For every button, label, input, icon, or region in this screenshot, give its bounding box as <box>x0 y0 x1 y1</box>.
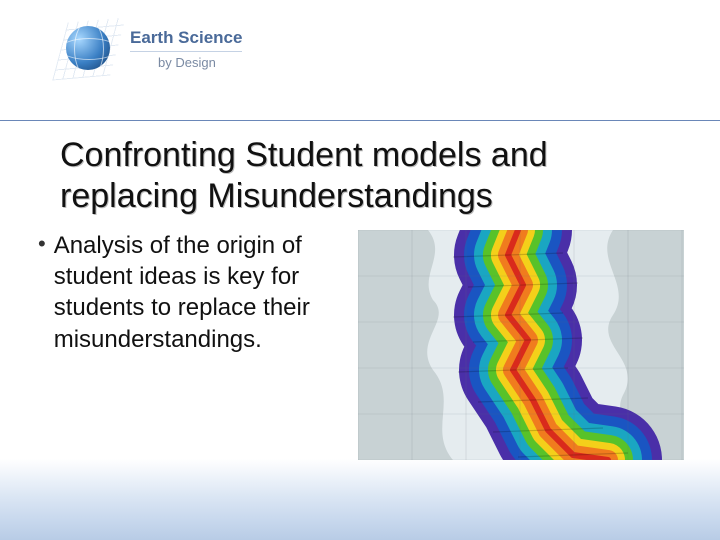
globe-icon <box>60 20 118 78</box>
bullet-icon: • <box>38 230 46 259</box>
body: • Analysis of the origin of student idea… <box>38 230 338 355</box>
logo-title: Earth Science <box>130 28 242 48</box>
ridge-svg <box>358 230 684 460</box>
ridge-map-figure <box>358 230 684 460</box>
slide: Earth Science by Design Confronting Stud… <box>0 0 720 540</box>
logo-text: Earth Science by Design <box>130 28 242 71</box>
logo: Earth Science by Design <box>60 20 242 78</box>
logo-subtitle: by Design <box>130 51 242 71</box>
slide-title: Confronting Student models and replacing… <box>60 135 680 217</box>
bullet-item: • Analysis of the origin of student idea… <box>38 230 338 355</box>
bullet-text: Analysis of the origin of student ideas … <box>54 230 338 355</box>
header: Earth Science by Design <box>0 0 720 121</box>
